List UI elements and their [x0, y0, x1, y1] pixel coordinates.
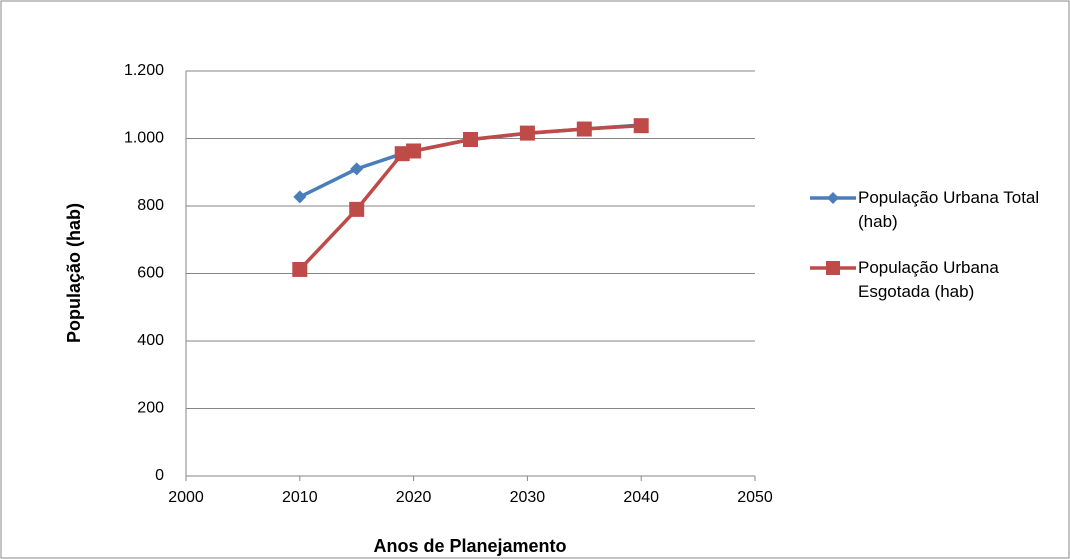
- marker: [826, 261, 840, 275]
- legend-swatch: [810, 192, 856, 204]
- y-tick-label: 400: [137, 332, 164, 349]
- x-tick-label: 2030: [510, 489, 546, 506]
- marker: [292, 261, 308, 277]
- marker: [406, 143, 422, 159]
- marker: [827, 192, 839, 204]
- y-tick-label: 0: [155, 467, 164, 484]
- y-tick-label: 600: [137, 265, 164, 282]
- marker: [576, 121, 592, 137]
- x-tick-label: 2010: [282, 489, 318, 506]
- marker: [349, 201, 365, 217]
- marker: [633, 118, 649, 134]
- legend-item: População Urbana Total (hab): [808, 186, 1068, 234]
- legend: População Urbana Total (hab) População Ur…: [808, 186, 1068, 326]
- x-tick-label: 2000: [168, 489, 204, 506]
- y-tick-label: 1.000: [124, 130, 164, 147]
- y-tick-label: 800: [137, 197, 164, 214]
- marker: [463, 132, 478, 148]
- legend-label: População Urbana Total (hab): [858, 188, 1040, 231]
- y-axis-title: População (hab): [64, 203, 84, 343]
- x-axis-title: Anos de Planejamento: [373, 536, 566, 556]
- y-tick-label: 200: [137, 400, 164, 417]
- series-line: [298, 123, 642, 271]
- y-tick-label: 1.200: [124, 62, 164, 79]
- x-tick-label: 2040: [623, 489, 659, 506]
- legend-label: População Urbana Esgotada (hab): [858, 258, 999, 301]
- x-tick-label: 2050: [737, 489, 773, 506]
- marker: [519, 125, 535, 141]
- legend-item: População Urbana Esgotada (hab): [808, 256, 1068, 304]
- marker: [394, 146, 410, 162]
- marker: [293, 190, 307, 204]
- legend-swatch: [810, 261, 856, 275]
- x-tick-label: 2020: [396, 489, 432, 506]
- marker: [350, 162, 364, 176]
